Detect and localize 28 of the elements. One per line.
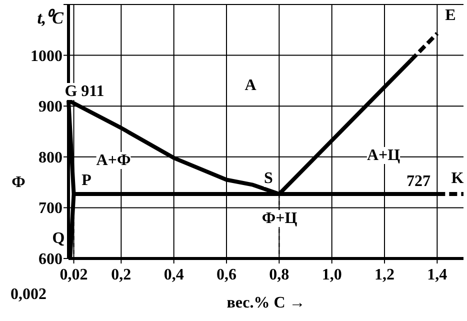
x-tick-label: 1,4 (427, 266, 448, 284)
text: 0,002 (10, 286, 46, 303)
x-tick-label: 0,6 (216, 266, 236, 284)
x-tick-label: 0,4 (164, 266, 184, 284)
annotation: 727 (406, 173, 430, 190)
x-tick-label: 0,8 (269, 266, 290, 284)
y-tick-label: 900 (38, 98, 62, 116)
annotation: Ф+Ц (262, 210, 298, 227)
x-tick-label: 0,2 (111, 266, 132, 284)
annotation: А+Ц (366, 147, 401, 164)
x-tick-label: 0,02 (60, 266, 88, 284)
y-tick-label: 700 (38, 200, 62, 218)
x-tick-label: 1,2 (374, 266, 394, 284)
x-axis-title: вес.% С → (226, 294, 306, 312)
x-tick-label: 1,0 (322, 266, 342, 284)
annotation: S (264, 170, 274, 187)
y-axis-title: t,⁰C (37, 8, 64, 28)
annotation: А (244, 77, 257, 94)
text: Ф (12, 174, 26, 191)
annotation: K (451, 170, 464, 187)
annotation: P (82, 172, 92, 189)
text: Q (52, 230, 65, 247)
y-tick-label: 800 (38, 149, 62, 166)
annotation: А+Ф (96, 152, 131, 169)
y-tick-label: 1000 (30, 48, 62, 65)
y-tick-label: 600 (38, 251, 62, 268)
annotation: G 911 (64, 83, 104, 100)
annotation: E (445, 7, 456, 24)
